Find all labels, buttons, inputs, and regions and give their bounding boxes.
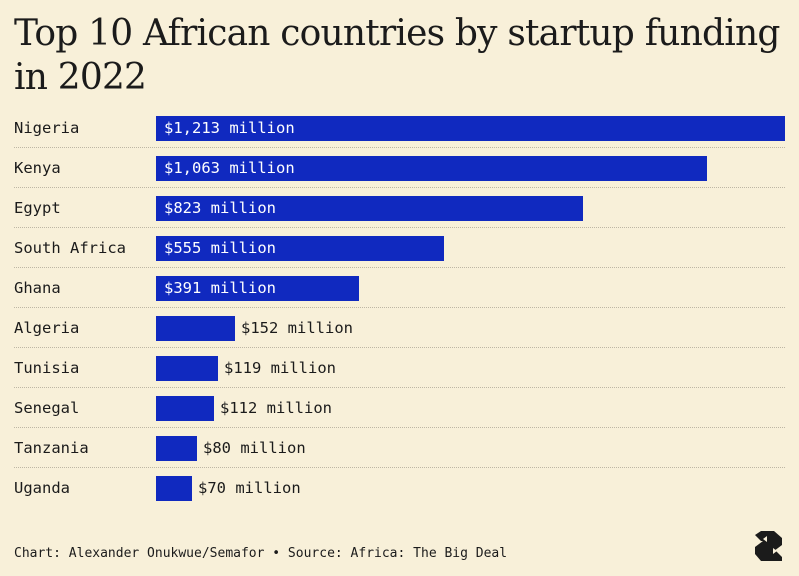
data-label: $70 million — [198, 479, 301, 497]
bar-row: Tanzania $80 million — [0, 428, 799, 468]
row-divider — [14, 267, 785, 268]
bar — [156, 276, 359, 301]
category-label: Ghana — [14, 279, 61, 297]
bar-row: Nigeria $1,213 million — [0, 108, 799, 148]
bar-row: Kenya $1,063 million — [0, 148, 799, 188]
category-label: South Africa — [14, 239, 126, 257]
bar — [156, 116, 785, 141]
bar-row: Egypt $823 million — [0, 188, 799, 228]
chart-credit-footer: Chart: Alexander Onukwue/Semafor • Sourc… — [14, 546, 508, 561]
data-label: $112 million — [220, 399, 332, 417]
row-divider — [14, 347, 785, 348]
data-label: $1,063 million — [164, 159, 295, 177]
bar-row: South Africa $555 million — [0, 228, 799, 268]
category-label: Algeria — [14, 319, 80, 337]
bar-row: Algeria $152 million — [0, 308, 799, 348]
data-label: $555 million — [164, 239, 276, 257]
bar — [156, 396, 214, 421]
bar — [156, 356, 218, 381]
data-label: $391 million — [164, 279, 276, 297]
category-label: Senegal — [14, 399, 80, 417]
data-label: $119 million — [224, 359, 336, 377]
bar — [156, 316, 235, 341]
bar — [156, 156, 707, 181]
category-label: Uganda — [14, 479, 70, 497]
bar — [156, 236, 444, 261]
row-divider — [14, 467, 785, 468]
category-label: Tanzania — [14, 439, 89, 457]
category-label: Kenya — [14, 159, 61, 177]
category-label: Egypt — [14, 199, 61, 217]
data-label: $1,213 million — [164, 119, 295, 137]
data-label: $80 million — [203, 439, 306, 457]
bar-row: Ghana $391 million — [0, 268, 799, 308]
row-divider — [14, 387, 785, 388]
data-label: $152 million — [241, 319, 353, 337]
semafor-logo-icon — [755, 531, 782, 561]
chart-title: Top 10 African countries by startup fund… — [14, 13, 780, 98]
category-label: Tunisia — [14, 359, 80, 377]
row-divider — [14, 187, 785, 188]
data-label: $823 million — [164, 199, 276, 217]
row-divider — [14, 147, 785, 148]
bar-row: Tunisia $119 million — [0, 348, 799, 388]
category-label: Nigeria — [14, 119, 80, 137]
row-divider — [14, 427, 785, 428]
bar — [156, 436, 197, 461]
bar-chart: Nigeria $1,213 million Kenya $1,063 million… — [0, 108, 799, 508]
bar-row: Uganda $70 million — [0, 468, 799, 508]
row-divider — [14, 227, 785, 228]
row-divider — [14, 307, 785, 308]
bar — [156, 196, 583, 221]
bar-row: Senegal $112 million — [0, 388, 799, 428]
bar — [156, 476, 192, 501]
